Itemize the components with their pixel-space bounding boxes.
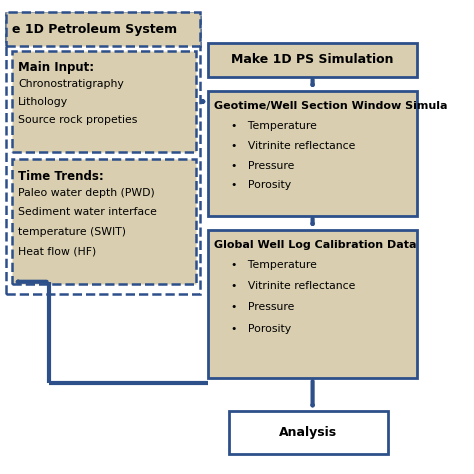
- Text: Make 1D PS Simulation: Make 1D PS Simulation: [231, 53, 394, 66]
- Text: Chronostratigraphy: Chronostratigraphy: [18, 79, 124, 89]
- Text: •   Porosity: • Porosity: [231, 324, 291, 334]
- FancyBboxPatch shape: [208, 91, 417, 216]
- Text: temperature (SWIT): temperature (SWIT): [18, 227, 126, 237]
- Text: •   Pressure: • Pressure: [231, 161, 294, 171]
- Text: Lithology: Lithology: [18, 97, 68, 107]
- Text: Analysis: Analysis: [279, 426, 337, 439]
- FancyBboxPatch shape: [12, 51, 196, 152]
- Text: e 1D Petroleum System: e 1D Petroleum System: [12, 23, 177, 36]
- Text: •   Vitrinite reflectance: • Vitrinite reflectance: [231, 141, 356, 151]
- FancyBboxPatch shape: [229, 411, 388, 454]
- Text: •   Vitrinite reflectance: • Vitrinite reflectance: [231, 281, 356, 292]
- Text: •   Temperature: • Temperature: [231, 260, 317, 270]
- FancyBboxPatch shape: [208, 43, 417, 77]
- Text: Source rock propeties: Source rock propeties: [18, 115, 137, 125]
- Text: •   Temperature: • Temperature: [231, 121, 317, 131]
- Text: Time Trends:: Time Trends:: [18, 170, 104, 182]
- Text: •   Porosity: • Porosity: [231, 181, 291, 191]
- Text: Geotime/Well Section Window Simula: Geotime/Well Section Window Simula: [214, 101, 448, 111]
- Text: Paleo water depth (PWD): Paleo water depth (PWD): [18, 188, 155, 198]
- Text: Sediment water interface: Sediment water interface: [18, 207, 157, 217]
- FancyBboxPatch shape: [6, 12, 200, 46]
- Text: Global Well Log Calibration Data: Global Well Log Calibration Data: [214, 240, 417, 250]
- Text: Main Input:: Main Input:: [18, 61, 94, 74]
- FancyBboxPatch shape: [208, 230, 417, 378]
- Text: Heat flow (HF): Heat flow (HF): [18, 247, 96, 257]
- Text: •   Pressure: • Pressure: [231, 302, 294, 312]
- FancyBboxPatch shape: [12, 159, 196, 284]
